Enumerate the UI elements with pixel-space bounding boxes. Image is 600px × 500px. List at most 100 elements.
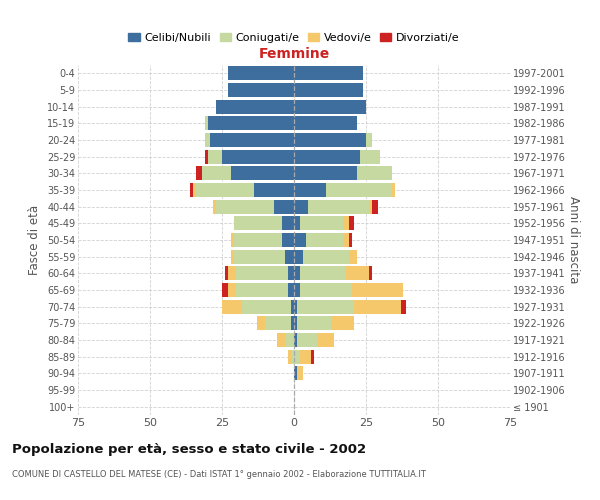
Bar [205,133,211,147]
Bar [274,200,294,214]
Bar [233,216,283,230]
Bar [294,300,297,314]
Bar [257,316,265,330]
Bar [291,350,294,364]
Bar [288,283,294,297]
Bar [366,133,372,147]
Bar [205,150,208,164]
Bar [222,300,242,314]
Bar [294,233,305,247]
Bar [230,250,233,264]
Bar [228,266,236,280]
Bar [211,133,294,147]
Bar [294,166,358,180]
Bar [291,316,294,330]
Bar [358,166,392,180]
Bar [349,233,352,247]
Bar [349,250,358,264]
Bar [305,233,343,247]
Bar [294,150,360,164]
Bar [369,200,372,214]
Bar [283,216,294,230]
Bar [202,166,230,180]
Bar [311,350,314,364]
Bar [230,233,233,247]
Bar [326,183,392,197]
Bar [346,266,369,280]
Bar [372,200,377,214]
Bar [283,233,294,247]
Bar [225,266,228,280]
Bar [294,183,326,197]
Bar [294,83,363,97]
Bar [228,66,294,80]
Bar [236,283,288,297]
Bar [369,266,372,280]
Bar [360,150,380,164]
Bar [277,333,286,347]
Bar [208,116,294,130]
Bar [233,250,286,264]
Bar [401,300,406,314]
Bar [196,183,254,197]
Bar [300,283,352,297]
Bar [392,183,395,197]
Bar [222,283,228,297]
Bar [294,133,366,147]
Bar [294,116,358,130]
Text: Femmine: Femmine [259,48,329,62]
Bar [317,333,334,347]
Bar [291,300,294,314]
Bar [294,200,308,214]
Legend: Celibi/Nubili, Coniugati/e, Vedovi/e, Divorziati/e: Celibi/Nubili, Coniugati/e, Vedovi/e, Di… [124,28,464,48]
Bar [297,316,331,330]
Bar [297,366,302,380]
Bar [216,100,294,114]
Bar [265,316,291,330]
Bar [216,200,274,214]
Bar [355,300,401,314]
Bar [190,183,193,197]
Bar [294,250,302,264]
Bar [300,266,346,280]
Bar [193,183,196,197]
Bar [233,233,283,247]
Bar [294,266,300,280]
Bar [288,266,294,280]
Bar [254,183,294,197]
Bar [228,83,294,97]
Text: COMUNE DI CASTELLO DEL MATESE (CE) - Dati ISTAT 1° gennaio 2002 - Elaborazione T: COMUNE DI CASTELLO DEL MATESE (CE) - Dat… [12,470,426,479]
Bar [286,250,294,264]
Bar [294,366,297,380]
Bar [300,350,311,364]
Bar [343,233,349,247]
Bar [294,333,297,347]
Bar [300,216,343,230]
Bar [352,283,403,297]
Bar [331,316,355,330]
Bar [308,200,369,214]
Bar [294,66,363,80]
Bar [294,216,300,230]
Text: Popolazione per età, sesso e stato civile - 2002: Popolazione per età, sesso e stato civil… [12,442,366,456]
Bar [302,250,349,264]
Bar [222,150,294,164]
Y-axis label: Anni di nascita: Anni di nascita [566,196,580,284]
Bar [297,333,317,347]
Bar [294,283,300,297]
Bar [294,316,297,330]
Y-axis label: Fasce di età: Fasce di età [28,205,41,275]
Bar [236,266,288,280]
Bar [343,216,349,230]
Bar [214,200,216,214]
Bar [230,166,294,180]
Bar [196,166,202,180]
Bar [205,116,208,130]
Bar [286,333,294,347]
Bar [349,216,355,230]
Bar [208,150,222,164]
Bar [242,300,291,314]
Bar [294,100,366,114]
Bar [228,283,236,297]
Bar [297,300,355,314]
